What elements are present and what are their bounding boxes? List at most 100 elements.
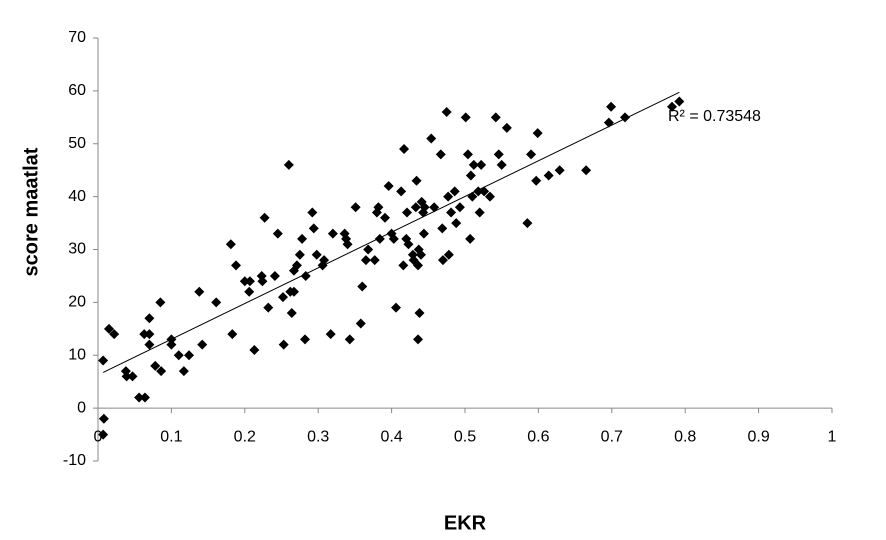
point: [278, 339, 289, 350]
point: [473, 186, 484, 197]
y-axis-title: score maatlat: [20, 147, 42, 276]
point: [139, 329, 150, 340]
point: [155, 297, 166, 308]
point: [127, 371, 138, 382]
point: [230, 260, 241, 271]
point: [297, 233, 308, 244]
point: [674, 96, 685, 107]
point: [462, 149, 473, 160]
point: [211, 297, 222, 308]
point: [194, 286, 205, 297]
point: [451, 218, 462, 229]
point: [465, 233, 476, 244]
point: [426, 133, 437, 144]
point: [363, 244, 374, 255]
point: [98, 413, 109, 424]
point: [259, 212, 270, 223]
x-tick-label: 0.3: [307, 428, 329, 445]
point: [311, 249, 322, 260]
point: [391, 302, 402, 313]
point: [496, 159, 507, 170]
point: [350, 202, 361, 213]
point: [294, 249, 305, 260]
point: [166, 339, 177, 350]
point: [479, 186, 490, 197]
point: [121, 371, 132, 382]
x-tick-label: 0: [94, 428, 103, 445]
annotation: R² = 0.73548: [668, 108, 761, 125]
point: [342, 239, 353, 250]
point: [526, 149, 537, 160]
point: [288, 286, 299, 297]
point: [490, 112, 501, 123]
point: [437, 223, 448, 234]
point: [225, 239, 236, 250]
y-tick-label: 10: [68, 346, 86, 363]
point: [369, 255, 380, 266]
point: [522, 218, 533, 229]
point: [435, 149, 446, 160]
point: [379, 212, 390, 223]
point: [441, 107, 452, 118]
point: [374, 233, 385, 244]
point: [283, 159, 294, 170]
x-tick-label: 0.7: [601, 428, 623, 445]
point: [383, 181, 394, 192]
point: [449, 186, 460, 197]
point: [308, 223, 319, 234]
point: [227, 329, 238, 340]
point: [239, 276, 250, 287]
y-tick-label: 20: [68, 294, 86, 311]
point: [398, 260, 409, 271]
point: [300, 270, 311, 281]
point: [166, 334, 177, 345]
point: [388, 233, 399, 244]
point: [109, 329, 120, 340]
point: [144, 339, 155, 350]
y-tick-label: 60: [68, 82, 86, 99]
point: [197, 339, 208, 350]
point: [460, 112, 471, 123]
point: [403, 239, 414, 250]
point: [501, 122, 512, 133]
point: [603, 117, 614, 128]
point: [465, 170, 476, 181]
point: [277, 292, 288, 303]
y-tick-label: 0: [77, 399, 86, 416]
point: [620, 112, 631, 123]
point: [454, 202, 465, 213]
y-tick-label: -10: [63, 452, 86, 469]
point: [413, 260, 424, 271]
y-tick-label: 70: [68, 29, 86, 46]
point: [257, 276, 268, 287]
point: [286, 307, 297, 318]
point: [415, 249, 426, 260]
point: [244, 276, 255, 287]
y-tick-label: 40: [68, 188, 86, 205]
point: [414, 307, 425, 318]
point: [446, 207, 457, 218]
point: [396, 186, 407, 197]
point: [263, 302, 274, 313]
point: [98, 355, 109, 366]
point: [484, 191, 495, 202]
point: [581, 165, 592, 176]
point: [325, 329, 336, 340]
point: [429, 202, 440, 213]
point: [156, 366, 167, 377]
point: [543, 170, 554, 181]
point: [402, 207, 413, 218]
x-axis-title: EKR: [444, 512, 487, 534]
point: [443, 249, 454, 260]
point: [272, 228, 283, 239]
point: [344, 334, 355, 345]
point: [418, 228, 429, 239]
x-tick-label: 0.2: [234, 428, 256, 445]
point: [178, 366, 189, 377]
point: [150, 360, 161, 371]
point: [467, 191, 478, 202]
point: [437, 255, 448, 266]
point: [173, 350, 184, 361]
point: [666, 101, 677, 112]
